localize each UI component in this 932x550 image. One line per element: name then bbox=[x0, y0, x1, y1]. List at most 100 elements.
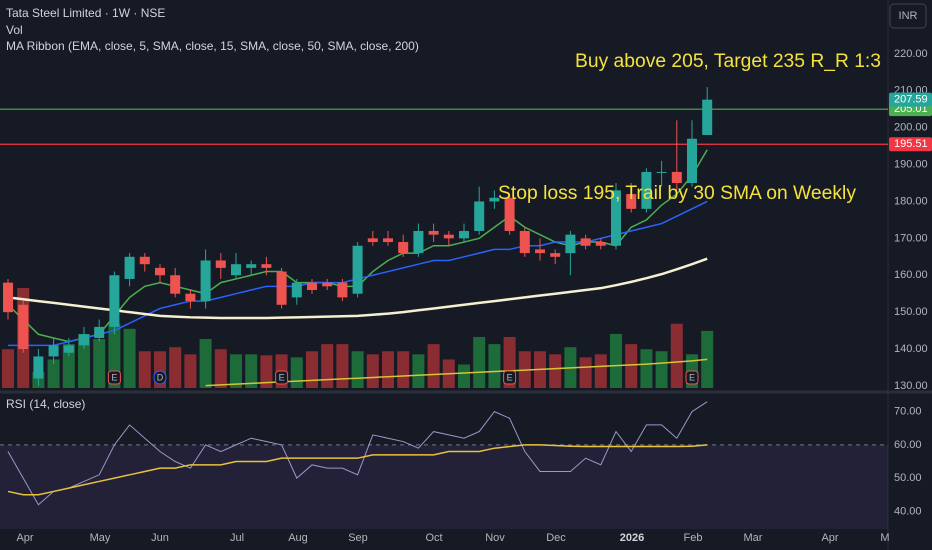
x-tick-label: Apr bbox=[16, 532, 33, 544]
candle-body bbox=[261, 264, 272, 268]
volume-bar bbox=[503, 336, 516, 388]
volume-bar bbox=[610, 333, 622, 388]
x-tick-label: May bbox=[90, 532, 111, 544]
candle-body bbox=[124, 256, 135, 279]
event-icon bbox=[275, 370, 289, 385]
candle-body bbox=[231, 264, 241, 276]
volume-bar bbox=[184, 354, 197, 388]
candle-body bbox=[687, 138, 697, 184]
x-tick-label: Jun bbox=[151, 532, 169, 544]
volume-bar bbox=[655, 351, 668, 388]
ribbon-label: MA Ribbon (EMA, close, 5, SMA, close, 15… bbox=[6, 39, 419, 53]
candle-body bbox=[155, 267, 165, 276]
x-tick-label: Nov bbox=[485, 532, 505, 544]
candle-body bbox=[215, 260, 226, 268]
candle-body bbox=[367, 238, 378, 243]
volume-bar bbox=[2, 349, 14, 388]
x-tick-label: Apr bbox=[821, 532, 838, 544]
candle-body bbox=[291, 282, 302, 298]
candle-body bbox=[3, 282, 13, 313]
last-price-label: 207.59 bbox=[894, 94, 928, 106]
candle-body bbox=[671, 171, 682, 184]
y-tick-label: 150.00 bbox=[894, 306, 928, 318]
candle-body bbox=[185, 293, 196, 302]
level-tag bbox=[889, 137, 932, 152]
volume-bar bbox=[169, 347, 182, 388]
volume-bar bbox=[488, 344, 501, 388]
volume-bar bbox=[245, 354, 258, 388]
candle-body bbox=[550, 253, 561, 257]
rsi-tick-label: 40.00 bbox=[894, 505, 922, 517]
candle-body bbox=[79, 334, 89, 346]
y-tick-label: 140.00 bbox=[894, 343, 928, 355]
y-tick-label: 180.00 bbox=[894, 195, 928, 207]
volume-bar bbox=[351, 351, 364, 388]
candle-body bbox=[63, 345, 74, 353]
annotation: Buy above 205, Target 235 R_R 1:3 bbox=[575, 51, 881, 72]
candle-body bbox=[474, 201, 485, 231]
volume-label: Vol bbox=[6, 23, 23, 37]
ma-line bbox=[7, 257, 708, 320]
volume-bar bbox=[412, 354, 425, 388]
volume-bar bbox=[290, 357, 303, 388]
candle-body bbox=[48, 345, 59, 357]
volume-bar bbox=[230, 354, 242, 388]
x-tick-label: Mar bbox=[744, 532, 763, 544]
volume-bar bbox=[62, 344, 75, 388]
currency-box[interactable] bbox=[889, 3, 927, 29]
x-tick-label: Oct bbox=[425, 532, 442, 544]
candle-body bbox=[246, 264, 257, 268]
currency[interactable]: INR bbox=[899, 10, 918, 22]
candle-body bbox=[307, 282, 317, 291]
volume-bar bbox=[579, 357, 592, 388]
event-icon bbox=[503, 370, 517, 385]
x-tick-label: Jul bbox=[230, 532, 244, 544]
x-tick-label: Feb bbox=[684, 532, 703, 544]
event-label: E bbox=[689, 372, 695, 382]
level-tag-label: 195.51 bbox=[894, 138, 928, 150]
candle-body bbox=[322, 282, 333, 287]
candle-body bbox=[443, 234, 454, 239]
volume-bar bbox=[458, 364, 470, 388]
volume-bar bbox=[306, 351, 318, 388]
volume-bar bbox=[199, 339, 212, 388]
candle-body bbox=[428, 230, 439, 235]
candle-body bbox=[459, 230, 469, 239]
event-icon bbox=[153, 370, 167, 385]
volume-bar bbox=[138, 351, 151, 388]
candle-body bbox=[170, 275, 181, 294]
candle-body bbox=[109, 275, 120, 327]
volume-bar bbox=[336, 344, 349, 388]
candle-body bbox=[641, 171, 652, 209]
candle-body bbox=[383, 238, 393, 243]
event-icon bbox=[107, 370, 121, 385]
rsi-tick-label: 70.00 bbox=[894, 406, 922, 418]
candle-body bbox=[33, 356, 44, 379]
price-pane: E D E E E Buy above 205, Target 235 R_R 1:3 St… bbox=[0, 51, 888, 388]
candle-body bbox=[519, 230, 530, 254]
y-tick-label: 170.00 bbox=[894, 232, 928, 244]
candle-body bbox=[595, 242, 606, 246]
axes: 130.00 140.00 150.00 160.00 170.00 180.00 190.… bbox=[889, 48, 932, 517]
volume-bar bbox=[594, 354, 607, 388]
volume-bar bbox=[640, 349, 653, 388]
x-tick-label: 2026 bbox=[620, 532, 644, 544]
event-label: D bbox=[157, 372, 164, 382]
volume-bar bbox=[670, 323, 683, 388]
candle-body bbox=[504, 197, 515, 231]
rsi-line bbox=[7, 401, 708, 506]
volume-bar bbox=[397, 351, 410, 388]
volume-bar bbox=[214, 349, 227, 388]
x-tick-label: Sep bbox=[348, 532, 368, 544]
rsi-pane bbox=[0, 401, 888, 529]
last-price-tag bbox=[889, 92, 932, 107]
candle-body bbox=[94, 326, 105, 338]
candle-body bbox=[352, 245, 363, 294]
volume-bar bbox=[366, 354, 379, 388]
candle-body bbox=[565, 234, 576, 254]
candle-body bbox=[656, 171, 667, 173]
x-tick-label: Aug bbox=[288, 532, 308, 544]
volume-bar bbox=[625, 344, 638, 388]
volume-bar bbox=[473, 336, 486, 388]
